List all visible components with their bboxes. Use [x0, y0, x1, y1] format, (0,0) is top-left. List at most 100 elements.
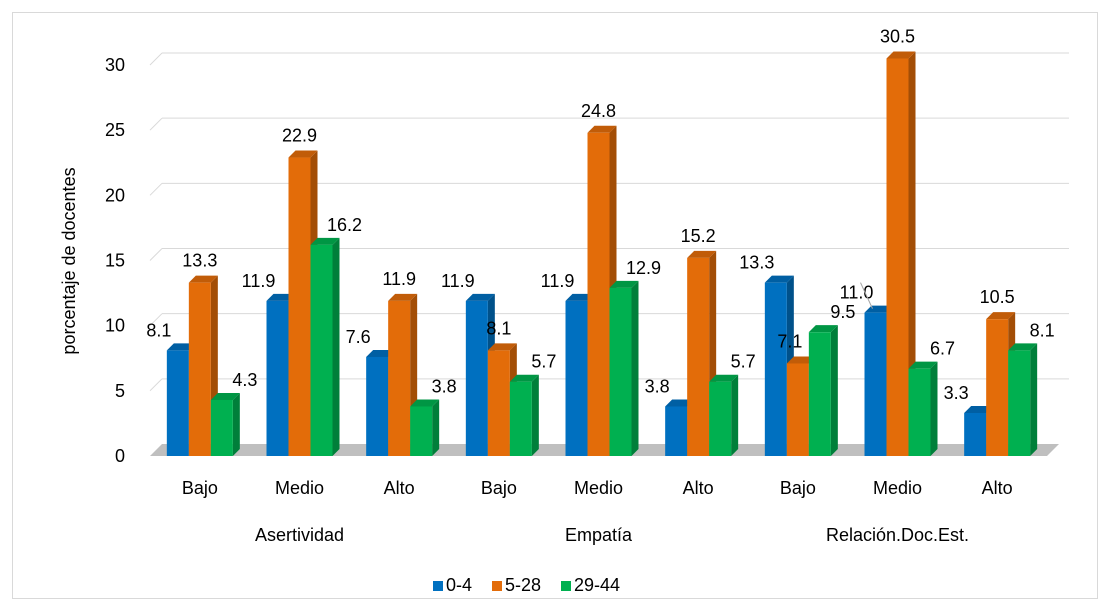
data-label: 8.1 [146, 320, 171, 340]
data-label: 11.9 [541, 271, 575, 291]
bar-top [808, 325, 838, 333]
chart-frame: 0 5 10 15 20 25 30 porcentaje de docentes Bajo Me… [12, 12, 1098, 599]
bar [709, 381, 732, 456]
bar-top [188, 275, 218, 283]
bar [864, 312, 887, 456]
y-tick-label: 30 [105, 55, 125, 75]
gridline-depth [149, 117, 163, 131]
bar-side [731, 374, 739, 456]
bar-top [509, 374, 539, 382]
bar [188, 282, 211, 456]
bar-top [786, 356, 816, 364]
bar [687, 257, 710, 456]
y-tick-label: 10 [105, 316, 125, 336]
bar [166, 350, 189, 456]
bar-side [930, 361, 938, 456]
y-axis-title: porcentaje de docentes [59, 167, 79, 354]
data-label-leader [860, 282, 873, 309]
data-label: 3.3 [944, 383, 969, 403]
x-tick-label: Alto [683, 478, 714, 498]
data-label: 11.9 [242, 271, 276, 291]
bar-top [687, 250, 717, 258]
bar-top [886, 51, 916, 59]
bar-top [366, 349, 396, 357]
bar [266, 300, 289, 456]
bar [388, 300, 411, 456]
legend-entry: 5-28 [505, 575, 541, 595]
data-label: 16.2 [327, 215, 362, 235]
data-label: 24.8 [581, 101, 616, 121]
bar-top [266, 293, 296, 301]
data-label: 3.8 [432, 376, 457, 396]
data-label: 3.8 [645, 376, 670, 396]
data-label: 22.9 [282, 126, 317, 146]
y-tick-label: 0 [115, 446, 125, 466]
x-tick-label: Alto [384, 478, 415, 498]
x-group-label: Asertividad [255, 525, 344, 545]
bar [410, 406, 433, 456]
data-label: 8.1 [486, 318, 511, 338]
bar [1008, 350, 1031, 456]
bar-top [665, 399, 695, 407]
bar-top [964, 405, 994, 413]
bar-top [565, 293, 595, 301]
x-tick-label: Bajo [481, 478, 517, 498]
bar [764, 282, 787, 456]
data-label: 10.5 [980, 287, 1015, 307]
gridline-depth [149, 313, 163, 327]
y-tick-label: 25 [105, 120, 125, 140]
bar [786, 363, 809, 456]
bar-side [232, 392, 240, 456]
y-tick-label: 20 [105, 185, 125, 205]
legend-swatch [492, 581, 502, 591]
bar [964, 412, 987, 456]
data-label: 13.3 [182, 251, 217, 271]
bar [808, 332, 831, 456]
data-label: 11.0 [840, 283, 874, 303]
bar [986, 319, 1009, 456]
bar-top [210, 392, 240, 400]
bar-top [1008, 343, 1038, 351]
bar [565, 300, 588, 456]
bar-side [908, 51, 916, 456]
data-label: 8.1 [1030, 320, 1055, 340]
gridline-depth [149, 182, 163, 196]
bar [509, 381, 532, 456]
x-tick-label: Alto [982, 478, 1013, 498]
bar-top [709, 374, 739, 382]
bar [908, 368, 931, 456]
data-label: 7.1 [777, 331, 802, 351]
bar-top [908, 361, 938, 369]
data-label: 6.7 [930, 339, 955, 359]
bar-top [764, 275, 794, 283]
bar [210, 399, 233, 456]
bar [487, 350, 510, 456]
bar [886, 58, 909, 456]
bar-top [388, 293, 418, 301]
bar [665, 406, 688, 456]
bar-chart: 0 5 10 15 20 25 30 porcentaje de docentes Bajo Me… [59, 26, 1069, 595]
x-tick-label: Bajo [780, 478, 816, 498]
data-label: 13.3 [739, 253, 774, 273]
data-label: 5.7 [531, 352, 556, 372]
bar-side [332, 237, 340, 456]
gridline-depth [149, 52, 163, 66]
bar [366, 356, 389, 456]
bar-side [631, 280, 639, 456]
legend-swatch [433, 581, 443, 591]
bar-top [410, 399, 440, 407]
bar [465, 300, 488, 456]
y-tick-label: 15 [105, 251, 125, 271]
bar [310, 244, 333, 456]
y-tick-label: 5 [115, 381, 125, 401]
data-label: 5.7 [731, 352, 756, 372]
bar [587, 132, 610, 457]
bar-top [166, 343, 196, 351]
data-label: 12.9 [626, 258, 661, 278]
x-group-label: Empatía [565, 525, 633, 545]
legend-entry: 0-4 [446, 575, 472, 595]
bar-top [288, 150, 318, 158]
bar-top [487, 343, 517, 351]
data-label: 30.5 [880, 26, 915, 46]
data-label: 11.9 [441, 271, 475, 291]
